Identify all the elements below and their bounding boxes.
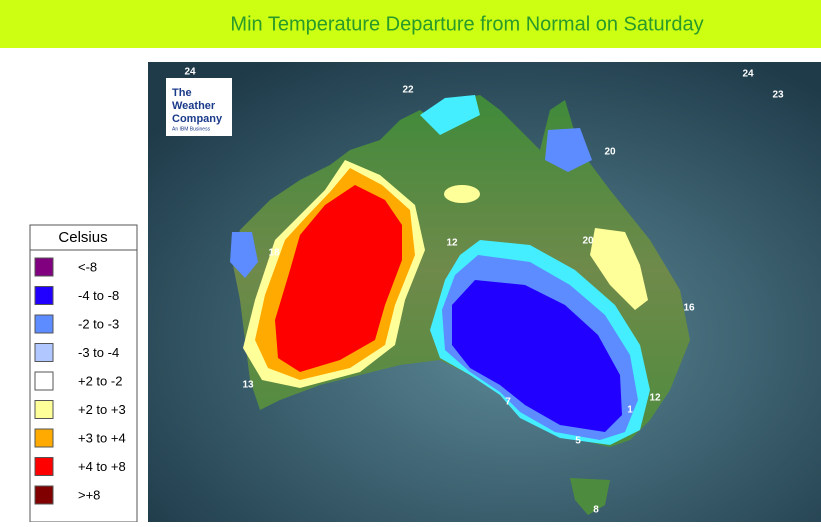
red-area xyxy=(275,185,402,372)
legend-title: Celsius xyxy=(58,229,107,246)
temperature-label: 12 xyxy=(649,393,661,404)
legend-label: <-8 xyxy=(78,259,97,274)
temperature-label: 12 xyxy=(446,238,458,249)
temperature-label: 18 xyxy=(268,248,280,259)
temperature-label: 24 xyxy=(742,69,754,80)
logo: The Weather Company An IBM Business xyxy=(166,78,232,136)
legend-swatch xyxy=(34,485,54,505)
temperature-label: 7 xyxy=(505,397,511,408)
legend-label: >+8 xyxy=(78,487,100,502)
legend: Celsius <-8 -4 to -8 -2 to -3 -3 to -4 +2 to… xyxy=(29,224,138,523)
logo-box xyxy=(166,78,232,136)
temperature-label: 24 xyxy=(184,67,196,78)
tasmania xyxy=(570,478,610,515)
yellow-spot xyxy=(444,185,480,203)
legend-swatch xyxy=(34,457,54,476)
legend-label: -3 to -4 xyxy=(78,345,119,360)
legend-swatch xyxy=(34,428,54,448)
temperature-label: 22 xyxy=(402,85,414,96)
legend-label: -4 to -8 xyxy=(78,288,119,303)
legend-label: +2 to -2 xyxy=(78,373,122,388)
legend-label: -2 to -3 xyxy=(78,316,119,331)
legend-label: +3 to +4 xyxy=(78,430,126,445)
temperature-label: 5 xyxy=(575,436,581,447)
legend-label: +2 to +3 xyxy=(78,402,126,417)
blue-area xyxy=(452,280,622,432)
blue-north xyxy=(545,128,592,172)
logo-line: Weather xyxy=(172,100,216,112)
legend-swatch xyxy=(34,371,54,391)
logo-line: Company xyxy=(172,113,223,125)
temperature-label: 20 xyxy=(582,236,594,247)
logo-line: The xyxy=(172,87,192,99)
title: Min Temperature Departure from Normal on… xyxy=(230,13,703,35)
legend-label: +4 to +8 xyxy=(78,459,126,474)
map: 24 22 24 23 20 18 12 20 16 13 7 12 1 5 8 xyxy=(148,62,821,522)
temperature-label: 23 xyxy=(772,90,784,101)
cyan-north xyxy=(420,95,480,135)
yellow-area-east xyxy=(590,228,648,310)
blue-west xyxy=(230,232,258,278)
temperature-label: 8 xyxy=(593,505,599,516)
legend-swatch xyxy=(34,286,54,305)
temperature-label: 13 xyxy=(242,380,254,391)
temperature-label: 1 xyxy=(627,405,633,416)
legend-swatch xyxy=(34,400,54,419)
temperature-label: 20 xyxy=(604,147,616,158)
header-bar xyxy=(0,0,821,48)
temperature-label: 16 xyxy=(683,303,695,314)
logo-tagline: An IBM Business xyxy=(172,126,211,132)
legend-swatch xyxy=(34,314,54,334)
legend-swatch xyxy=(34,343,54,362)
legend-swatch xyxy=(34,257,54,277)
